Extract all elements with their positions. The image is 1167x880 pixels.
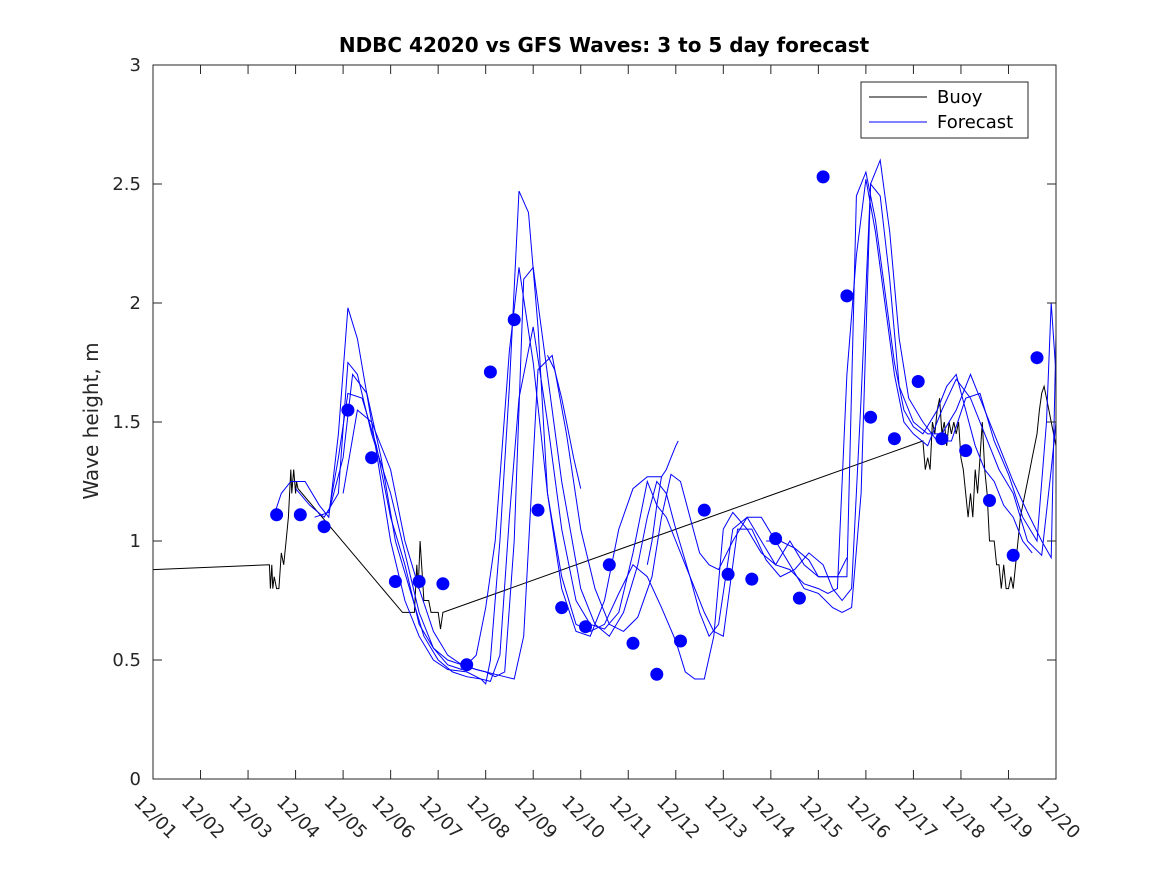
forecast-point xyxy=(317,520,331,534)
forecast-point xyxy=(983,494,996,507)
forecast-point xyxy=(935,432,949,446)
x-tick-label: 12/06 xyxy=(367,792,419,844)
y-tick-label: 2 xyxy=(130,293,141,314)
legend-forecast-label: Forecast xyxy=(937,112,1013,133)
forecast-point xyxy=(436,577,450,591)
forecast-point xyxy=(507,313,521,327)
forecast-point xyxy=(483,365,497,379)
buoy-line xyxy=(153,384,1056,630)
x-tick-label: 12/19 xyxy=(985,792,1037,844)
legend-box xyxy=(860,81,1029,139)
forecast-point xyxy=(1006,548,1020,562)
x-tick-label: 12/11 xyxy=(605,792,657,844)
forecast-point xyxy=(887,432,901,446)
y-tick-label: 2.5 xyxy=(112,174,141,195)
x-tick-label: 12/13 xyxy=(700,792,752,844)
forecast-point xyxy=(555,601,569,615)
y-tick-label: 3 xyxy=(130,55,141,76)
x-tick-label: 12/05 xyxy=(320,792,372,844)
legend-buoy-label: Buoy xyxy=(937,87,983,108)
x-tick-label: 12/09 xyxy=(510,792,562,844)
forecast-point xyxy=(341,403,355,417)
x-tick-label: 12/04 xyxy=(272,792,324,844)
x-tick-label: 12/03 xyxy=(225,792,277,844)
forecast-point xyxy=(959,444,973,458)
forecast-line xyxy=(328,158,1056,682)
forecast-point xyxy=(816,170,830,184)
forecast-point xyxy=(1030,351,1044,365)
forecast-point xyxy=(412,575,426,588)
forecast-line xyxy=(766,540,848,578)
forecast-point xyxy=(674,634,687,648)
x-tick-label: 12/08 xyxy=(462,792,514,844)
forecast-point xyxy=(626,636,640,650)
forecast-point xyxy=(365,451,379,465)
forecast-point xyxy=(769,532,783,546)
forecast-point xyxy=(531,503,545,517)
forecast-line xyxy=(547,355,582,489)
x-tick-label: 12/20 xyxy=(1032,792,1084,844)
x-tick-label: 12/16 xyxy=(842,792,894,844)
x-tick-label: 12/18 xyxy=(937,792,989,844)
forecast-point xyxy=(579,620,592,634)
x-tick-label: 12/12 xyxy=(652,792,704,844)
forecast-point xyxy=(840,289,854,303)
x-tick-label: 12/01 xyxy=(129,792,181,844)
forecast-point xyxy=(697,503,711,517)
x-tick-label: 12/07 xyxy=(415,792,467,844)
forecast-point xyxy=(864,410,878,424)
y-tick-label: 1 xyxy=(130,531,141,552)
forecast-point xyxy=(293,508,307,522)
forecast-line xyxy=(646,440,679,565)
x-tick-label: 12/10 xyxy=(557,792,609,844)
x-tick-label: 12/02 xyxy=(177,792,229,844)
forecast-line xyxy=(295,170,1033,678)
plot-area xyxy=(153,158,1056,685)
y-tick-label: 1.5 xyxy=(112,412,141,433)
x-tick-label: 12/14 xyxy=(747,792,799,844)
forecast-point xyxy=(911,375,925,388)
x-tick-label: 12/15 xyxy=(795,792,847,844)
forecast-point xyxy=(792,591,806,605)
forecast-point xyxy=(650,667,664,681)
y-tick-label: 0 xyxy=(130,769,141,790)
legend: Buoy Forecast xyxy=(860,81,1029,139)
forecast-point xyxy=(388,575,402,588)
axes-box xyxy=(152,64,1057,780)
forecast-point xyxy=(721,567,735,581)
forecast-line xyxy=(342,182,1056,680)
axes: 00.511.522.5312/0112/0212/0312/0412/0512… xyxy=(112,55,1084,843)
forecast-point xyxy=(270,508,284,522)
y-tick-label: 0.5 xyxy=(112,650,141,671)
forecast-line xyxy=(314,179,1056,680)
y-axis-label: Wave height, m xyxy=(79,342,103,499)
chart-title: NDBC 42020 vs GFS Waves: 3 to 5 day fore… xyxy=(339,33,870,57)
forecast-point xyxy=(460,658,474,672)
x-tick-label: 12/17 xyxy=(890,792,942,844)
forecast-point xyxy=(602,558,616,572)
forecast-point xyxy=(745,572,759,586)
